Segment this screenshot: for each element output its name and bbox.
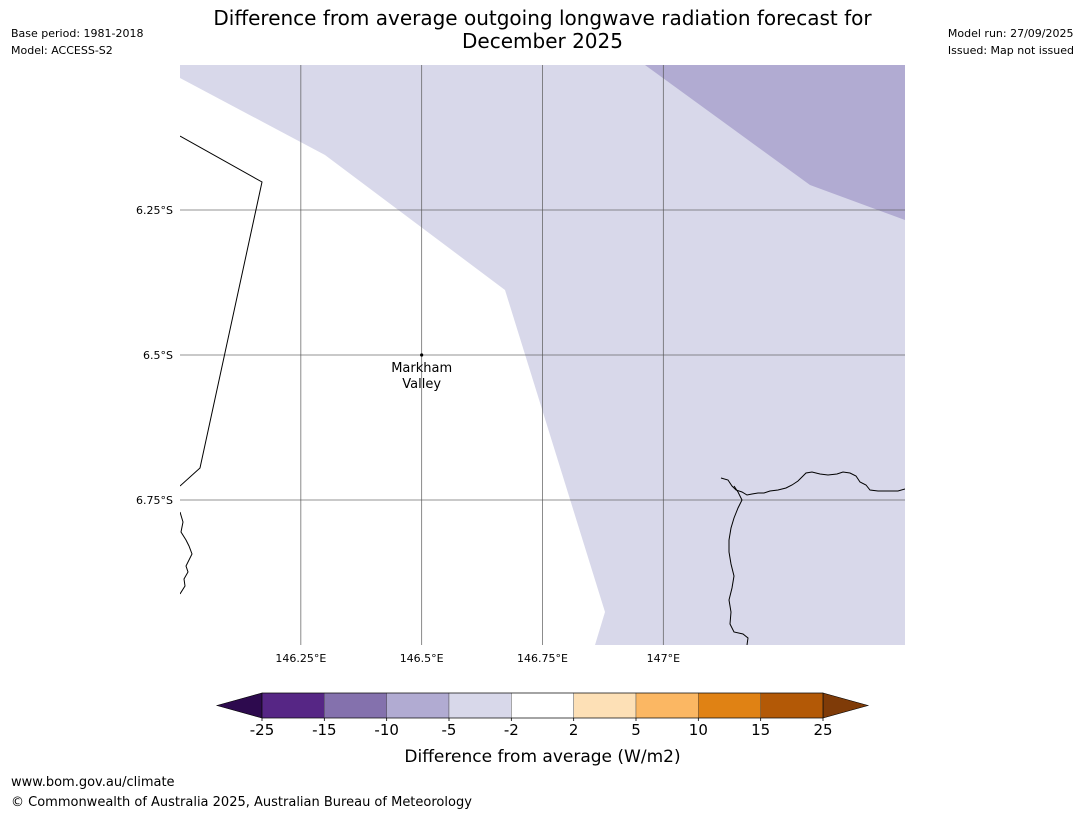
colorbar-under-arrow (215, 692, 263, 719)
latitude-labels: 6.25°S 6.5°S 6.75°S (136, 204, 173, 507)
colorbar-tick-label: 5 (631, 721, 641, 739)
colorbar-tick-label: 2 (569, 721, 579, 739)
colorbar-label: Difference from average (W/m2) (404, 747, 680, 767)
place-label-line-1: Markham (391, 361, 452, 376)
footer-copyright: © Commonwealth of Australia 2025, Austra… (11, 795, 472, 810)
colorbar-tick-label: -5 (442, 721, 457, 739)
title-line-1: Difference from average outgoing longwav… (213, 6, 872, 30)
base-period-text: Base period: 1981-2018 (11, 27, 144, 40)
colorbar-segment (261, 692, 325, 719)
colorbar-segment (635, 692, 699, 719)
lon-label: 146.75°E (517, 652, 568, 665)
colorbar-segment (698, 692, 761, 719)
metadata-left: Base period: 1981-2018 Model: ACCESS-S2 (11, 25, 143, 59)
colorbar-segment (573, 692, 637, 719)
river-west (180, 511, 193, 595)
colorbar-tick-label: 15 (751, 721, 770, 739)
colorbar-over-arrow (822, 692, 870, 719)
place-label-line-2: Valley (402, 377, 441, 392)
footer-url[interactable]: www.bom.gov.au/climate (11, 775, 175, 790)
lat-label: 6.75°S (136, 494, 173, 507)
colorbar-segment (324, 692, 387, 719)
lon-label: 146.5°E (400, 652, 444, 665)
colorbar-segment (511, 692, 574, 719)
colorbar-tick-label: 25 (813, 721, 832, 739)
coastline (720, 471, 905, 496)
lon-label: 146.25°E (275, 652, 326, 665)
issued-text: Issued: Map not issued (947, 44, 1074, 57)
colorbar-outline (261, 692, 824, 719)
map-title: Difference from average outgoing longwav… (185, 7, 900, 53)
lon-label: 147°E (647, 652, 680, 665)
colorbar-tick-label: 10 (689, 721, 708, 739)
colorbar-tick-label: -25 (250, 721, 275, 739)
lat-label: 6.25°S (136, 204, 173, 217)
title-line-2: December 2025 (462, 29, 623, 53)
colorbar-segment (448, 692, 512, 719)
place-marker-markham-valley (420, 353, 424, 357)
model-run-text: Model run: 27/09/2025 (947, 27, 1074, 40)
lat-label: 6.5°S (143, 349, 173, 362)
colorbar-segment (386, 692, 450, 719)
river-east (728, 485, 749, 645)
colorbar-tick-label: -2 (504, 721, 519, 739)
anomaly-region-minus10-to-minus5 (645, 65, 905, 220)
colorbar-tick-label: -10 (374, 721, 399, 739)
colorbar-tick-label: -15 (312, 721, 337, 739)
colorbar-segment (760, 692, 824, 719)
longitude-labels: 146.25°E 146.5°E 146.75°E 147°E (275, 652, 680, 665)
metadata-right: Model run: 27/09/2025 Issued: Map not is… (948, 25, 1074, 59)
model-text: Model: ACCESS-S2 (11, 44, 113, 57)
map-area (180, 65, 905, 645)
graticule (180, 65, 905, 645)
border-line (180, 135, 263, 487)
